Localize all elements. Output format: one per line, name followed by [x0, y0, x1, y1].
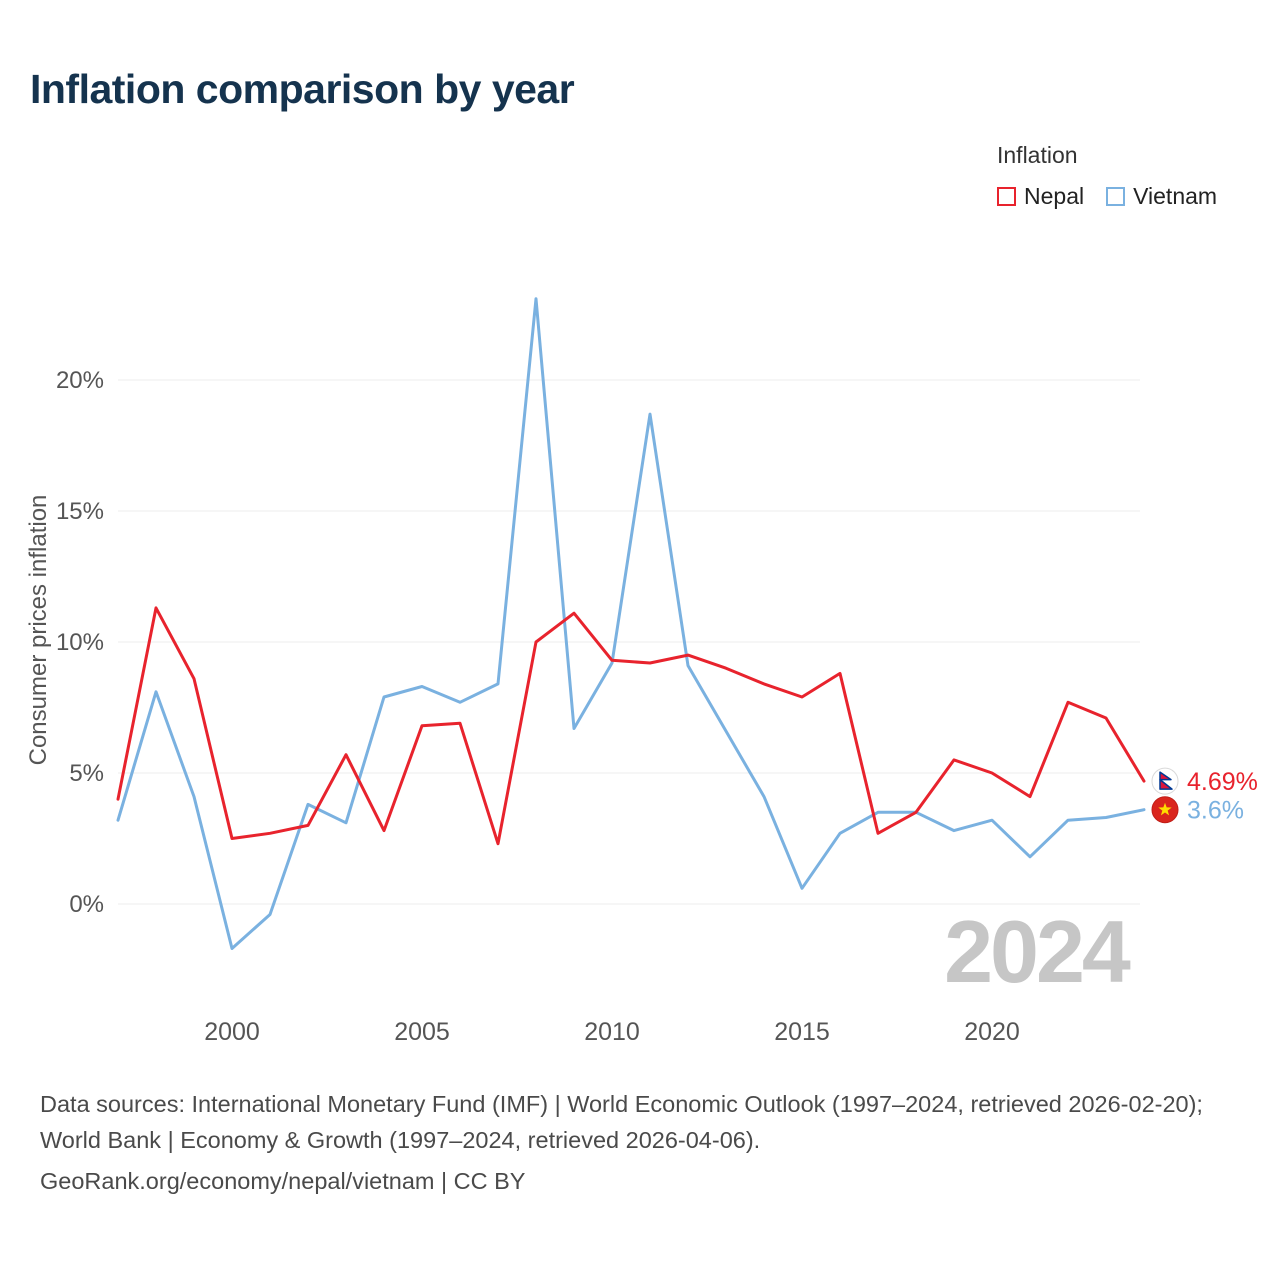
vietnam-end-marker: 3.6%: [1151, 796, 1244, 825]
legend-label-vietnam: Vietnam: [1133, 183, 1218, 209]
footer: Data sources: International Monetary Fun…: [40, 1086, 1205, 1203]
y-tick-label: 20%: [56, 367, 104, 394]
nepal-end-marker: 4.69%: [1151, 767, 1258, 796]
y-tick-label: 5%: [69, 760, 104, 787]
y-axis-title: Consumer prices inflation: [25, 495, 52, 766]
x-tick-label: 2005: [394, 1018, 450, 1046]
nepal-end-value: 4.69%: [1187, 768, 1258, 796]
legend: Inflation Nepal Vietnam: [997, 142, 1217, 210]
nepal-flag-icon: [1151, 767, 1179, 795]
legend-title: Inflation: [997, 142, 1078, 168]
attribution-link[interactable]: GeoRank.org/economy/nepal/vietnam | CC B…: [40, 1167, 526, 1194]
x-tick-label: 2010: [584, 1018, 640, 1046]
legend-item-nepal[interactable]: Nepal: [997, 183, 1084, 210]
vietnam-swatch-icon: [1106, 187, 1126, 206]
inflation-line-chart: 2024 0%5%10%15%20% 2000 2005 2010 2015 2020 …: [25, 297, 1258, 1046]
nepal-swatch-icon: [997, 187, 1016, 206]
x-tick-label: 2020: [964, 1018, 1020, 1046]
vietnam-end-value: 3.6%: [1187, 797, 1244, 825]
gridlines: [118, 379, 1140, 905]
legend-label-nepal: Nepal: [1024, 183, 1085, 209]
x-axis-tick-labels: 2000 2005 2010 2015 2020: [204, 1018, 1020, 1046]
x-tick-label: 2000: [204, 1018, 260, 1046]
y-tick-label: 0%: [69, 891, 104, 918]
legend-item-vietnam[interactable]: Vietnam: [1106, 183, 1217, 210]
y-axis-tick-labels: 0% 5% 10% 15% 20%: [56, 367, 104, 918]
vietnam-line[interactable]: [116, 297, 1146, 950]
nepal-line[interactable]: [116, 606, 1146, 846]
data-sources-text: Data sources: International Monetary Fun…: [40, 1091, 1203, 1154]
legend-items: Nepal Vietnam: [997, 183, 1217, 210]
x-tick-label: 2015: [774, 1018, 830, 1046]
vietnam-flag-icon: [1151, 796, 1179, 824]
page-title: Inflation comparison by year: [30, 66, 575, 112]
year-watermark: 2024: [944, 902, 1131, 1001]
y-tick-label: 15%: [56, 498, 104, 525]
y-tick-label: 10%: [56, 629, 104, 656]
